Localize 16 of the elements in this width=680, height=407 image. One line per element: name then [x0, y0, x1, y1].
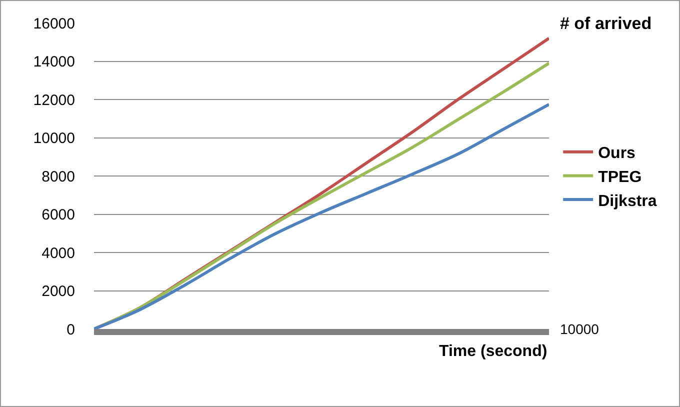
legend-label: TPEG: [598, 168, 642, 186]
y-tick-label: 2000: [42, 283, 75, 300]
y-tick-label: 12000: [33, 92, 75, 109]
y-tick-label: 10000: [33, 130, 75, 147]
x-axis-title: Time (second): [439, 343, 548, 360]
y-tick-label: 0: [66, 321, 75, 338]
y-tick-label: 16000: [33, 15, 75, 32]
text: 10000: [560, 321, 600, 337]
line-series: [94, 102, 549, 329]
y-tick-label: 4000: [42, 244, 75, 262]
legend-label: Ours: [598, 145, 636, 162]
y-tick-label: 14000: [33, 54, 75, 70]
y-tick-label: 6000: [42, 206, 75, 224]
y-tick-label: 8000: [42, 168, 75, 186]
y-axis-title: # of arrived: [560, 14, 652, 33]
legend-label: Dijkstra: [598, 192, 657, 210]
